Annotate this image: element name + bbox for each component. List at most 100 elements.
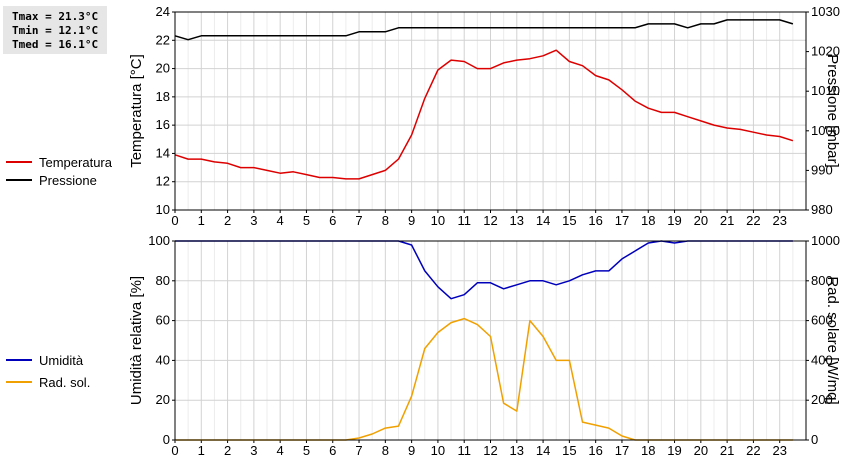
x-tick-label: 23 xyxy=(772,443,786,458)
legend-label-temperatura: Temperatura xyxy=(39,155,112,170)
data-point xyxy=(569,27,571,29)
data-point xyxy=(411,134,413,136)
x-tick-label: 14 xyxy=(536,213,550,228)
data-point xyxy=(371,433,373,435)
y-tick-label: 0 xyxy=(163,432,170,447)
x-tick-label: 20 xyxy=(694,443,708,458)
x-tick-label: 1 xyxy=(198,213,205,228)
data-point xyxy=(227,35,229,37)
data-point xyxy=(253,35,255,37)
data-point xyxy=(595,75,597,77)
data-point xyxy=(792,140,794,142)
data-point xyxy=(713,124,715,126)
data-point xyxy=(332,35,334,37)
legend-swatch-temperatura xyxy=(6,161,32,163)
data-point xyxy=(240,167,242,169)
x-tick-label: 9 xyxy=(408,443,415,458)
y-tick-label: 10 xyxy=(156,202,170,217)
data-point xyxy=(477,27,479,29)
x-tick-label: 7 xyxy=(355,213,362,228)
data-point xyxy=(739,129,741,131)
data-point xyxy=(266,170,268,172)
data-point xyxy=(463,61,465,63)
x-tick-label: 18 xyxy=(641,213,655,228)
data-point xyxy=(240,35,242,37)
tmed-stat: Tmed = 16.1°C xyxy=(12,38,99,51)
x-tick-label: 2 xyxy=(224,443,231,458)
data-point xyxy=(200,158,202,160)
x-tick-label: 12 xyxy=(483,213,497,228)
data-point xyxy=(674,112,676,114)
data-point xyxy=(306,174,308,176)
y-tick-label: 24 xyxy=(156,4,170,19)
data-point xyxy=(779,19,781,21)
data-point xyxy=(569,360,571,362)
data-point xyxy=(608,79,610,81)
y2-tick-label: 1020 xyxy=(811,44,840,59)
data-point xyxy=(358,437,360,439)
data-point xyxy=(279,172,281,174)
data-point xyxy=(529,27,531,29)
y-tick-label: 60 xyxy=(156,313,170,328)
data-point xyxy=(542,55,544,57)
data-point xyxy=(582,274,584,276)
data-point xyxy=(293,35,295,37)
x-tick-label: 17 xyxy=(615,443,629,458)
legend-swatch-pressione xyxy=(6,179,32,181)
data-point xyxy=(463,318,465,320)
x-tick-label: 12 xyxy=(483,443,497,458)
data-point xyxy=(411,395,413,397)
data-point xyxy=(503,288,505,290)
data-point xyxy=(358,178,360,180)
plot-frame xyxy=(174,240,807,441)
data-point xyxy=(529,58,531,60)
data-point xyxy=(569,280,571,282)
data-point xyxy=(319,35,321,37)
data-point xyxy=(490,27,492,29)
data-point xyxy=(477,68,479,70)
data-point xyxy=(569,61,571,63)
data-point xyxy=(713,23,715,25)
data-point xyxy=(214,161,216,163)
series-line-pressione xyxy=(174,19,794,41)
data-point xyxy=(555,49,557,51)
data-point xyxy=(385,31,387,33)
data-point xyxy=(411,244,413,246)
y2-tick-label: 1000 xyxy=(811,233,840,248)
x-tick-label: 13 xyxy=(510,443,524,458)
x-tick-label: 20 xyxy=(694,213,708,228)
data-point xyxy=(674,23,676,25)
data-point xyxy=(766,134,768,136)
data-point xyxy=(516,59,518,61)
x-tick-label: 3 xyxy=(250,443,257,458)
y2-tick-label: 1000 xyxy=(811,123,840,138)
data-point xyxy=(647,242,649,244)
x-tick-label: 4 xyxy=(277,213,284,228)
data-point xyxy=(582,421,584,423)
x-tick-label: 5 xyxy=(303,443,310,458)
data-point xyxy=(490,336,492,338)
legend-label-umidita: Umidità xyxy=(39,353,84,368)
y2-axis-label: Pressione [mbar] xyxy=(824,54,841,167)
tmin-stat: Tmin = 12.1°C xyxy=(12,24,99,37)
x-tick-label: 14 xyxy=(536,443,550,458)
y2-tick-label: 200 xyxy=(811,392,833,407)
y-tick-label: 80 xyxy=(156,273,170,288)
data-point xyxy=(661,112,663,114)
legend-swatch-umidita xyxy=(6,359,32,361)
legend-label-rad-sol: Rad. sol. xyxy=(39,375,91,390)
y-tick-label: 20 xyxy=(156,61,170,76)
data-point xyxy=(621,258,623,260)
data-point xyxy=(398,425,400,427)
y-tick-label: 40 xyxy=(156,352,170,367)
x-tick-label: 3 xyxy=(250,213,257,228)
data-point xyxy=(266,35,268,37)
data-point xyxy=(463,27,465,29)
data-point xyxy=(608,270,610,272)
x-tick-label: 5 xyxy=(303,213,310,228)
data-point xyxy=(450,27,452,29)
data-point xyxy=(529,280,531,282)
data-point xyxy=(200,35,202,37)
stats-box: Tmax = 21.3°C Tmin = 12.1°C Tmed = 16.1°… xyxy=(3,6,107,54)
data-point xyxy=(621,27,623,29)
